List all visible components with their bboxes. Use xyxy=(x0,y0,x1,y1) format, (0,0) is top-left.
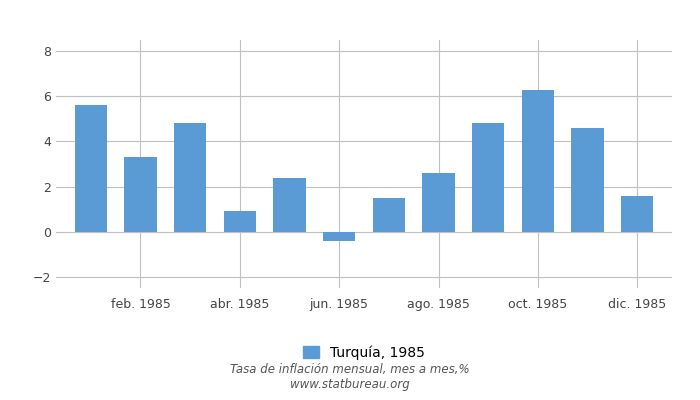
Bar xyxy=(522,90,554,232)
Text: www.statbureau.org: www.statbureau.org xyxy=(290,378,410,391)
Legend: Turquía, 1985: Turquía, 1985 xyxy=(297,340,431,365)
Bar xyxy=(273,178,306,232)
Bar xyxy=(372,198,405,232)
Bar xyxy=(571,128,603,232)
Bar xyxy=(224,211,256,232)
Text: Tasa de inflación mensual, mes a mes,%: Tasa de inflación mensual, mes a mes,% xyxy=(230,364,470,376)
Bar xyxy=(323,232,356,241)
Bar xyxy=(125,157,157,232)
Bar xyxy=(174,124,206,232)
Bar xyxy=(621,196,653,232)
Bar xyxy=(75,105,107,232)
Bar xyxy=(422,173,455,232)
Bar xyxy=(472,124,504,232)
